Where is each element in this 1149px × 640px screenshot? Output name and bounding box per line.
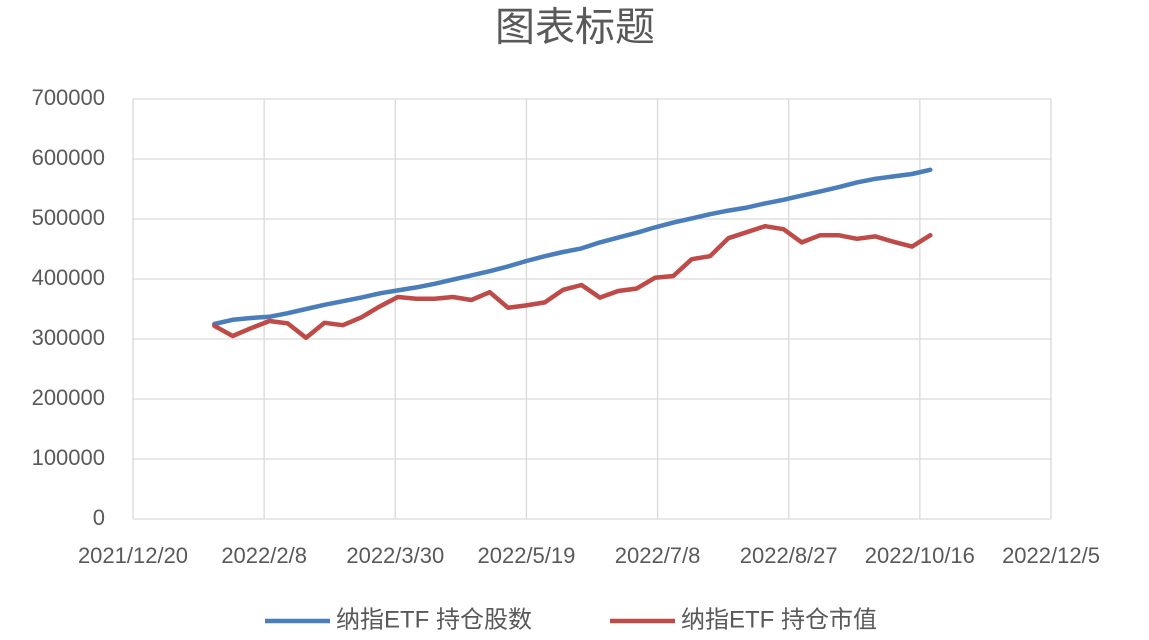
x-tick-label: 2022/2/8 <box>221 543 307 568</box>
legend-label: 纳指ETF 持仓市值 <box>681 606 877 633</box>
x-tick-label: 2022/3/30 <box>346 543 444 568</box>
y-tick-label: 600000 <box>32 145 105 170</box>
x-tick-label: 2021/12/20 <box>78 543 188 568</box>
x-tick-label: 2022/5/19 <box>477 543 575 568</box>
y-tick-label: 100000 <box>32 445 105 470</box>
y-tick-label: 400000 <box>32 265 105 290</box>
x-tick-label: 2022/7/8 <box>615 543 701 568</box>
y-tick-label: 300000 <box>32 325 105 350</box>
y-tick-label: 700000 <box>32 85 105 110</box>
chart-title: 图表标题 <box>495 6 655 50</box>
y-tick-label: 500000 <box>32 205 105 230</box>
x-tick-label: 2022/12/5 <box>1002 543 1100 568</box>
data-line <box>212 167 933 327</box>
x-tick-label: 2022/10/16 <box>865 543 975 568</box>
y-tick-label: 0 <box>93 505 105 530</box>
y-tick-label: 200000 <box>32 385 105 410</box>
x-tick-label: 2022/8/27 <box>740 543 838 568</box>
data-line <box>212 223 933 341</box>
legend-label: 纳指ETF 持仓股数 <box>336 606 532 633</box>
